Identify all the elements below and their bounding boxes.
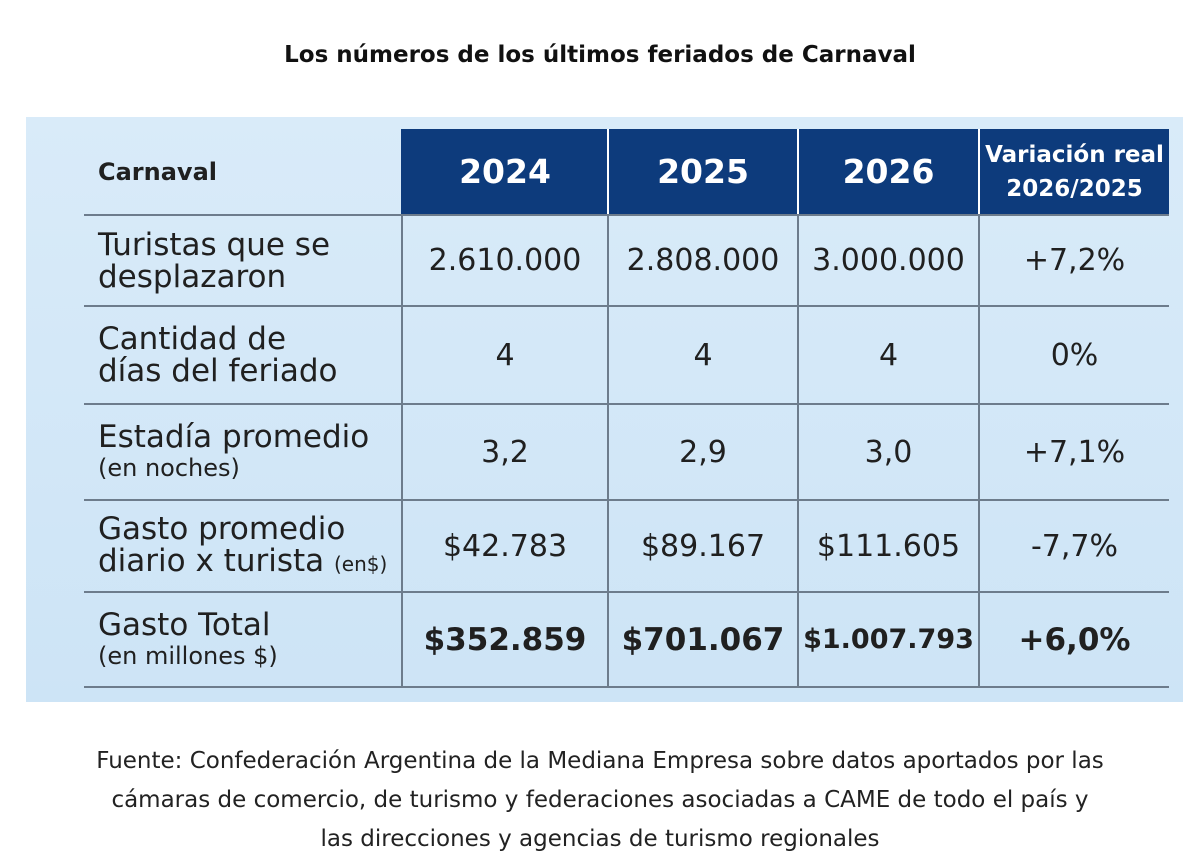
table-row: Gasto Total (en millones $) $352.859 $70… — [84, 591, 1169, 688]
row-label: Cantidad de días del feriado — [84, 305, 402, 405]
source-line1: Fuente: Confederación Argentina de la Me… — [96, 748, 1104, 774]
source-line3: las direcciones y agencias de turismo re… — [320, 826, 880, 852]
cell-variation: +7,1% — [978, 403, 1169, 501]
table-row: Cantidad de días del feriado 4 4 4 0% — [84, 305, 1169, 405]
row-label-line1: Estadía promedio — [98, 419, 370, 455]
carnaval-table: Carnaval 2024 2025 2026 Variación real 2… — [84, 129, 1169, 688]
cell-2024: $352.859 — [401, 591, 608, 688]
row-label-line2: (en noches) — [98, 454, 240, 482]
cell-variation: 0% — [978, 305, 1169, 405]
cell-2025: 2.808.000 — [607, 214, 798, 307]
row-label-line1: Gasto Total — [98, 606, 271, 643]
row-label: Gasto Total (en millones $) — [84, 591, 402, 688]
table-panel: Carnaval 2024 2025 2026 Variación real 2… — [26, 117, 1183, 702]
table-header-row: Carnaval 2024 2025 2026 Variación real 2… — [84, 129, 1169, 216]
cell-variation: -7,7% — [978, 499, 1169, 593]
row-label: Estadía promedio (en noches) — [84, 403, 402, 501]
header-variation-line1: Variación real — [985, 141, 1164, 168]
cell-2026: 3,0 — [797, 403, 979, 501]
row-label-line1: Turistas que se — [98, 226, 331, 263]
header-2025: 2025 — [607, 129, 798, 216]
cell-2024: 3,2 — [401, 403, 608, 501]
cell-2025: $89.167 — [607, 499, 798, 593]
table-row: Turistas que se desplazaron 2.610.000 2.… — [84, 214, 1169, 307]
header-variation: Variación real 2026/2025 — [978, 129, 1169, 216]
source-line2: cámaras de comercio, de turismo y federa… — [111, 787, 1089, 813]
row-label: Turistas que se desplazaron — [84, 214, 402, 307]
cell-2025: 4 — [607, 305, 798, 405]
cell-2025: $701.067 — [607, 591, 798, 688]
cell-2024: 4 — [401, 305, 608, 405]
row-label: Gasto promedio diario x turista (en$) — [84, 499, 402, 593]
source-note: Fuente: Confederación Argentina de la Me… — [0, 742, 1200, 859]
header-label: Carnaval — [84, 129, 402, 216]
header-variation-line2: 2026/2025 — [1006, 175, 1143, 202]
cell-2026: 3.000.000 — [797, 214, 979, 307]
cell-variation: +7,2% — [978, 214, 1169, 307]
cell-2024: 2.610.000 — [401, 214, 608, 307]
page-title: Los números de los últimos feriados de C… — [284, 42, 916, 68]
cell-2026: 4 — [797, 305, 979, 405]
cell-2024: $42.783 — [401, 499, 608, 593]
row-label-line2: (en millones $) — [98, 641, 278, 670]
cell-2026: $1.007.793 — [797, 591, 979, 688]
cell-2025: 2,9 — [607, 403, 798, 501]
cell-2026: $111.605 — [797, 499, 979, 593]
row-label-line2: desplazaron — [98, 258, 287, 295]
row-label-line2: diario x turista — [98, 542, 325, 579]
header-2026: 2026 — [797, 129, 979, 216]
cell-variation: +6,0% — [978, 591, 1169, 688]
row-label-line1: Gasto promedio — [98, 510, 346, 547]
row-label-line1: Cantidad de — [98, 321, 287, 357]
table-row: Estadía promedio (en noches) 3,2 2,9 3,0… — [84, 403, 1169, 501]
row-label-unit: (en$) — [334, 551, 388, 576]
row-label-line2: días del feriado — [98, 353, 338, 389]
table-row: Gasto promedio diario x turista (en$) $4… — [84, 499, 1169, 593]
header-2024: 2024 — [401, 129, 608, 216]
